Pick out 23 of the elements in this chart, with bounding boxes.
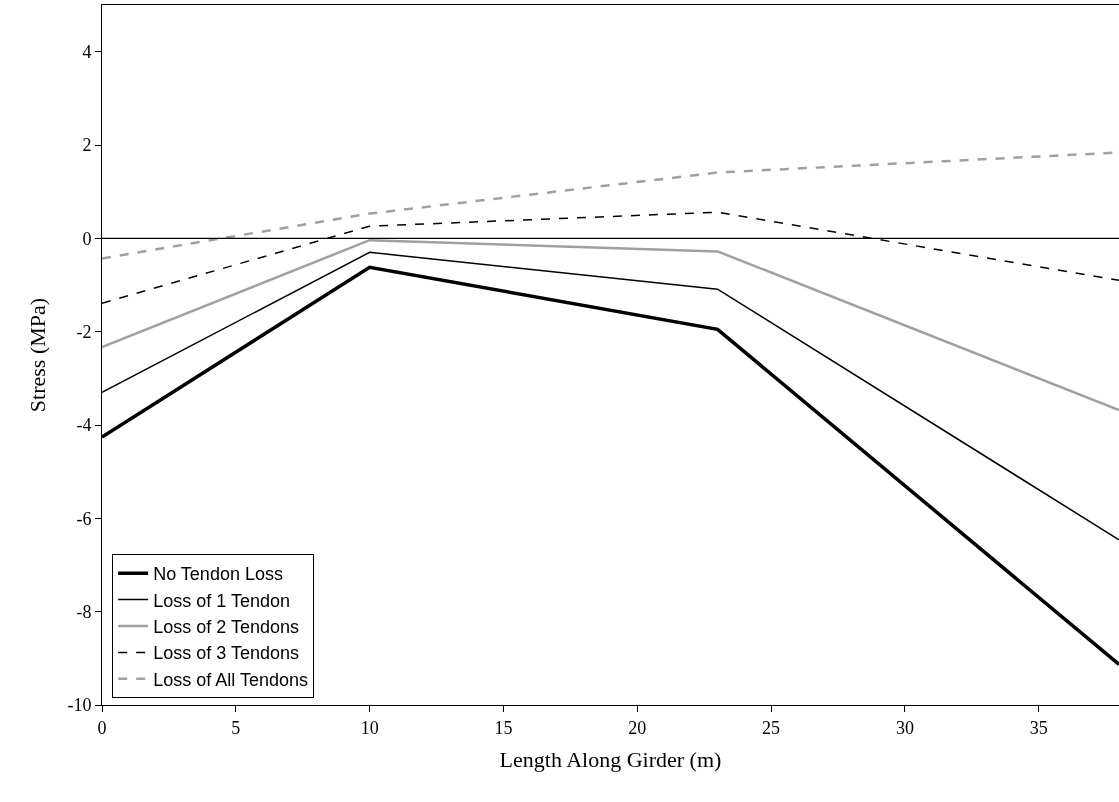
x-tick-label: 35 (1029, 717, 1048, 738)
y-tick-label: -8 (76, 601, 92, 622)
legend-label: Loss of All Tendons (153, 669, 308, 690)
x-tick-label: 15 (494, 717, 513, 738)
x-tick-label: 25 (762, 717, 781, 738)
x-axis-title: Length Along Girder (m) (499, 747, 722, 773)
legend-label: Loss of 2 Tendons (153, 617, 299, 638)
legend-label: Loss of 3 Tendons (153, 643, 299, 664)
x-tick-label: 0 (97, 717, 107, 738)
x-tick-label: 20 (628, 717, 647, 738)
y-tick-label: -6 (76, 508, 92, 529)
legend-label: Loss of 1 Tendon (153, 590, 290, 611)
y-tick-label: -4 (76, 415, 92, 436)
x-tick-label: 30 (895, 717, 914, 738)
legend-label: No Tendon Loss (153, 564, 283, 585)
y-tick-label: 2 (82, 135, 92, 156)
y-tick-label: -2 (76, 321, 92, 342)
x-tick-label: 10 (360, 717, 379, 738)
y-tick-label: 0 (82, 228, 92, 249)
x-tick-label: 5 (231, 717, 241, 738)
y-axis-title: Stress (MPa) (25, 297, 51, 413)
y-tick-label: -10 (67, 695, 92, 716)
y-tick-label: 4 (82, 41, 92, 62)
